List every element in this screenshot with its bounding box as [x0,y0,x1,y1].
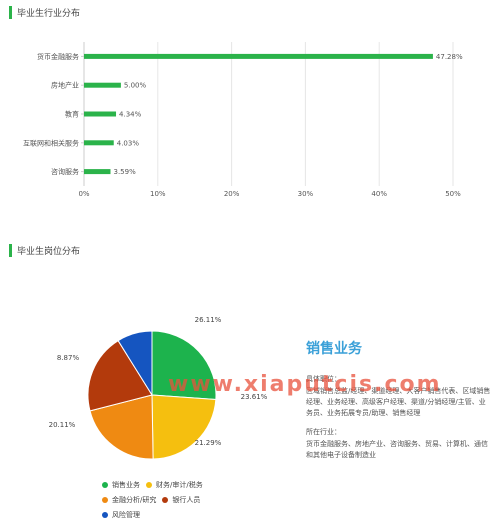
bar-value-label: 4.03% [117,139,140,147]
bar-value-label: 47.28% [436,53,463,61]
bar [84,82,121,88]
watermark: www.xiaputcis.com [168,372,442,397]
title-accent-bar [9,5,12,19]
position-title-text: 毕业生岗位分布 [17,246,81,257]
bar-value-label: 5.00% [124,82,147,90]
category-label: 货币金融服务 [37,52,79,61]
bar-value-label: 3.59% [113,168,136,176]
legend-label: 金融分析/研究 [112,496,157,504]
x-tick-label: 40% [371,190,387,198]
title-accent-bar [9,243,12,257]
pie-slice [117,330,153,397]
industry-section-title: 毕业生行业分布 [9,5,80,19]
bar [84,140,114,146]
category-label: 教育 [65,110,79,119]
category-label: 咨询服务 [51,167,79,176]
slice-value-label: 23.61% [241,393,268,401]
x-tick-label: 20% [224,190,240,198]
legend-item: 银行人员 [162,495,200,505]
legend-row: 金融分析/研究 银行人员 [102,495,282,510]
slice-value-label: 26.11% [195,316,222,324]
x-tick-label: 0% [78,190,89,198]
pie-slice [89,394,154,460]
legend-label: 银行人员 [172,496,201,504]
role-detail-panel: 销售业务 具体职位： 区域销售总监/经理、渠道经理、大客户销售代表、区域销售经理… [306,338,491,469]
slice-value-label: 20.11% [49,421,76,429]
legend-item: 金融分析/研究 [102,495,156,505]
slice-value-label: 21.29% [195,439,222,447]
industry-list: 货币金融服务、房地产业、咨询服务、贸易、计算机、通信和其他电子设备制造业 [306,440,488,459]
legend-label: 销售业务 [112,481,140,489]
pie-slice [151,330,217,401]
industry-title-text: 毕业生行业分布 [17,8,81,19]
industry-bar-chart: 0% 10% 20% 30% 40% 50% 货币金融服务 47.28% 房地产业 5.00% 教育… [23,42,463,198]
legend-swatch [102,482,108,488]
legend-swatch [102,497,108,503]
slice-value-label: 8.87% [57,354,80,362]
legend-item: 风险管理 [102,510,140,520]
legend-swatch [102,512,108,518]
x-tick-label: 30% [298,190,314,198]
bar [84,169,111,175]
category-label: 房地产业 [51,81,79,90]
job-list: 区域销售总监/经理、渠道经理、大客户销售代表、区域销售经理、业务经理、高级客户经… [306,387,491,417]
category-label: 互联网和相关服务 [23,138,79,147]
legend-row: 销售业务 财务/审计/税务 [102,480,282,495]
job-heading: 具体职位： [306,375,341,383]
pie-slice [151,394,217,460]
legend-swatch [146,482,152,488]
bar [84,53,433,59]
legend-label: 风险管理 [112,511,140,519]
position-section-title: 毕业生岗位分布 [9,243,80,257]
bar-value-label: 4.34% [119,111,142,119]
legend-row: 风险管理 [102,510,282,525]
pie-legend: 销售业务 财务/审计/税务金融分析/研究 银行人员风险管理 [102,480,282,525]
x-tick-label: 10% [150,190,166,198]
bar [84,111,117,117]
legend-item: 财务/审计/税务 [146,480,203,490]
legend-label: 财务/审计/税务 [156,481,203,489]
industry-heading: 所在行业： [306,428,341,436]
legend-item: 销售业务 [102,480,140,490]
x-tick-label: 50% [445,190,461,198]
position-pie-chart: 26.11% 23.61% 21.29% 20.11% 8.87% [49,316,268,460]
pie-slice [87,339,153,412]
legend-swatch [162,497,169,503]
role-title: 销售业务 [306,341,362,357]
